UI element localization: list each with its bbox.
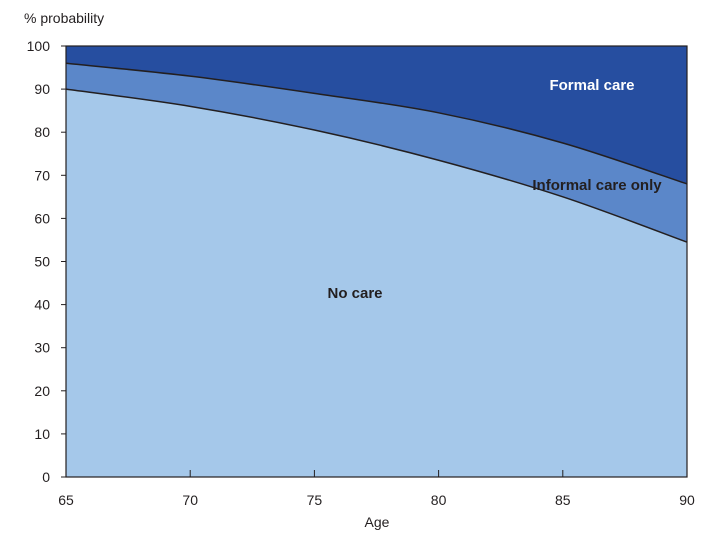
x-tick-label: 90: [679, 492, 695, 508]
y-tick-label: 90: [34, 81, 50, 97]
y-axis-title: % probability: [24, 10, 104, 26]
series-boundary-lines: [65, 62, 688, 243]
y-tick-label: 60: [34, 210, 50, 226]
area-informal-care-only: [66, 63, 687, 243]
y-tick-label: 10: [34, 426, 50, 442]
area-layers: [66, 46, 687, 477]
x-tick-label: 65: [58, 492, 74, 508]
x-tick-label: 85: [555, 492, 571, 508]
series-label-informal-care-only: Informal care only: [532, 177, 662, 194]
x-axis: 65 70 75 80 85 90: [58, 470, 695, 508]
boundary-line-no-care: [65, 88, 688, 243]
y-tick-label: 70: [34, 167, 50, 183]
x-tick-label: 75: [307, 492, 323, 508]
y-tick-label: 50: [34, 254, 50, 270]
y-tick-label: 100: [27, 38, 51, 54]
area-no-care: [66, 89, 687, 477]
y-axis: 0 10 20 30 40 50 60 70 80 90 100: [27, 38, 66, 485]
area-formal-care: [66, 46, 687, 184]
y-tick-label: 30: [34, 340, 50, 356]
y-tick-label: 20: [34, 383, 50, 399]
series-label-no-care: No care: [327, 285, 382, 302]
boundary-line-informal-care-only: [65, 62, 688, 185]
y-tick-label: 80: [34, 124, 50, 140]
series-label-formal-care: Formal care: [549, 77, 634, 94]
x-tick-label: 70: [182, 492, 198, 508]
x-axis-title: Age: [365, 514, 390, 530]
x-tick-label: 80: [431, 492, 447, 508]
y-tick-label: 0: [42, 469, 50, 485]
y-tick-label: 40: [34, 297, 50, 313]
